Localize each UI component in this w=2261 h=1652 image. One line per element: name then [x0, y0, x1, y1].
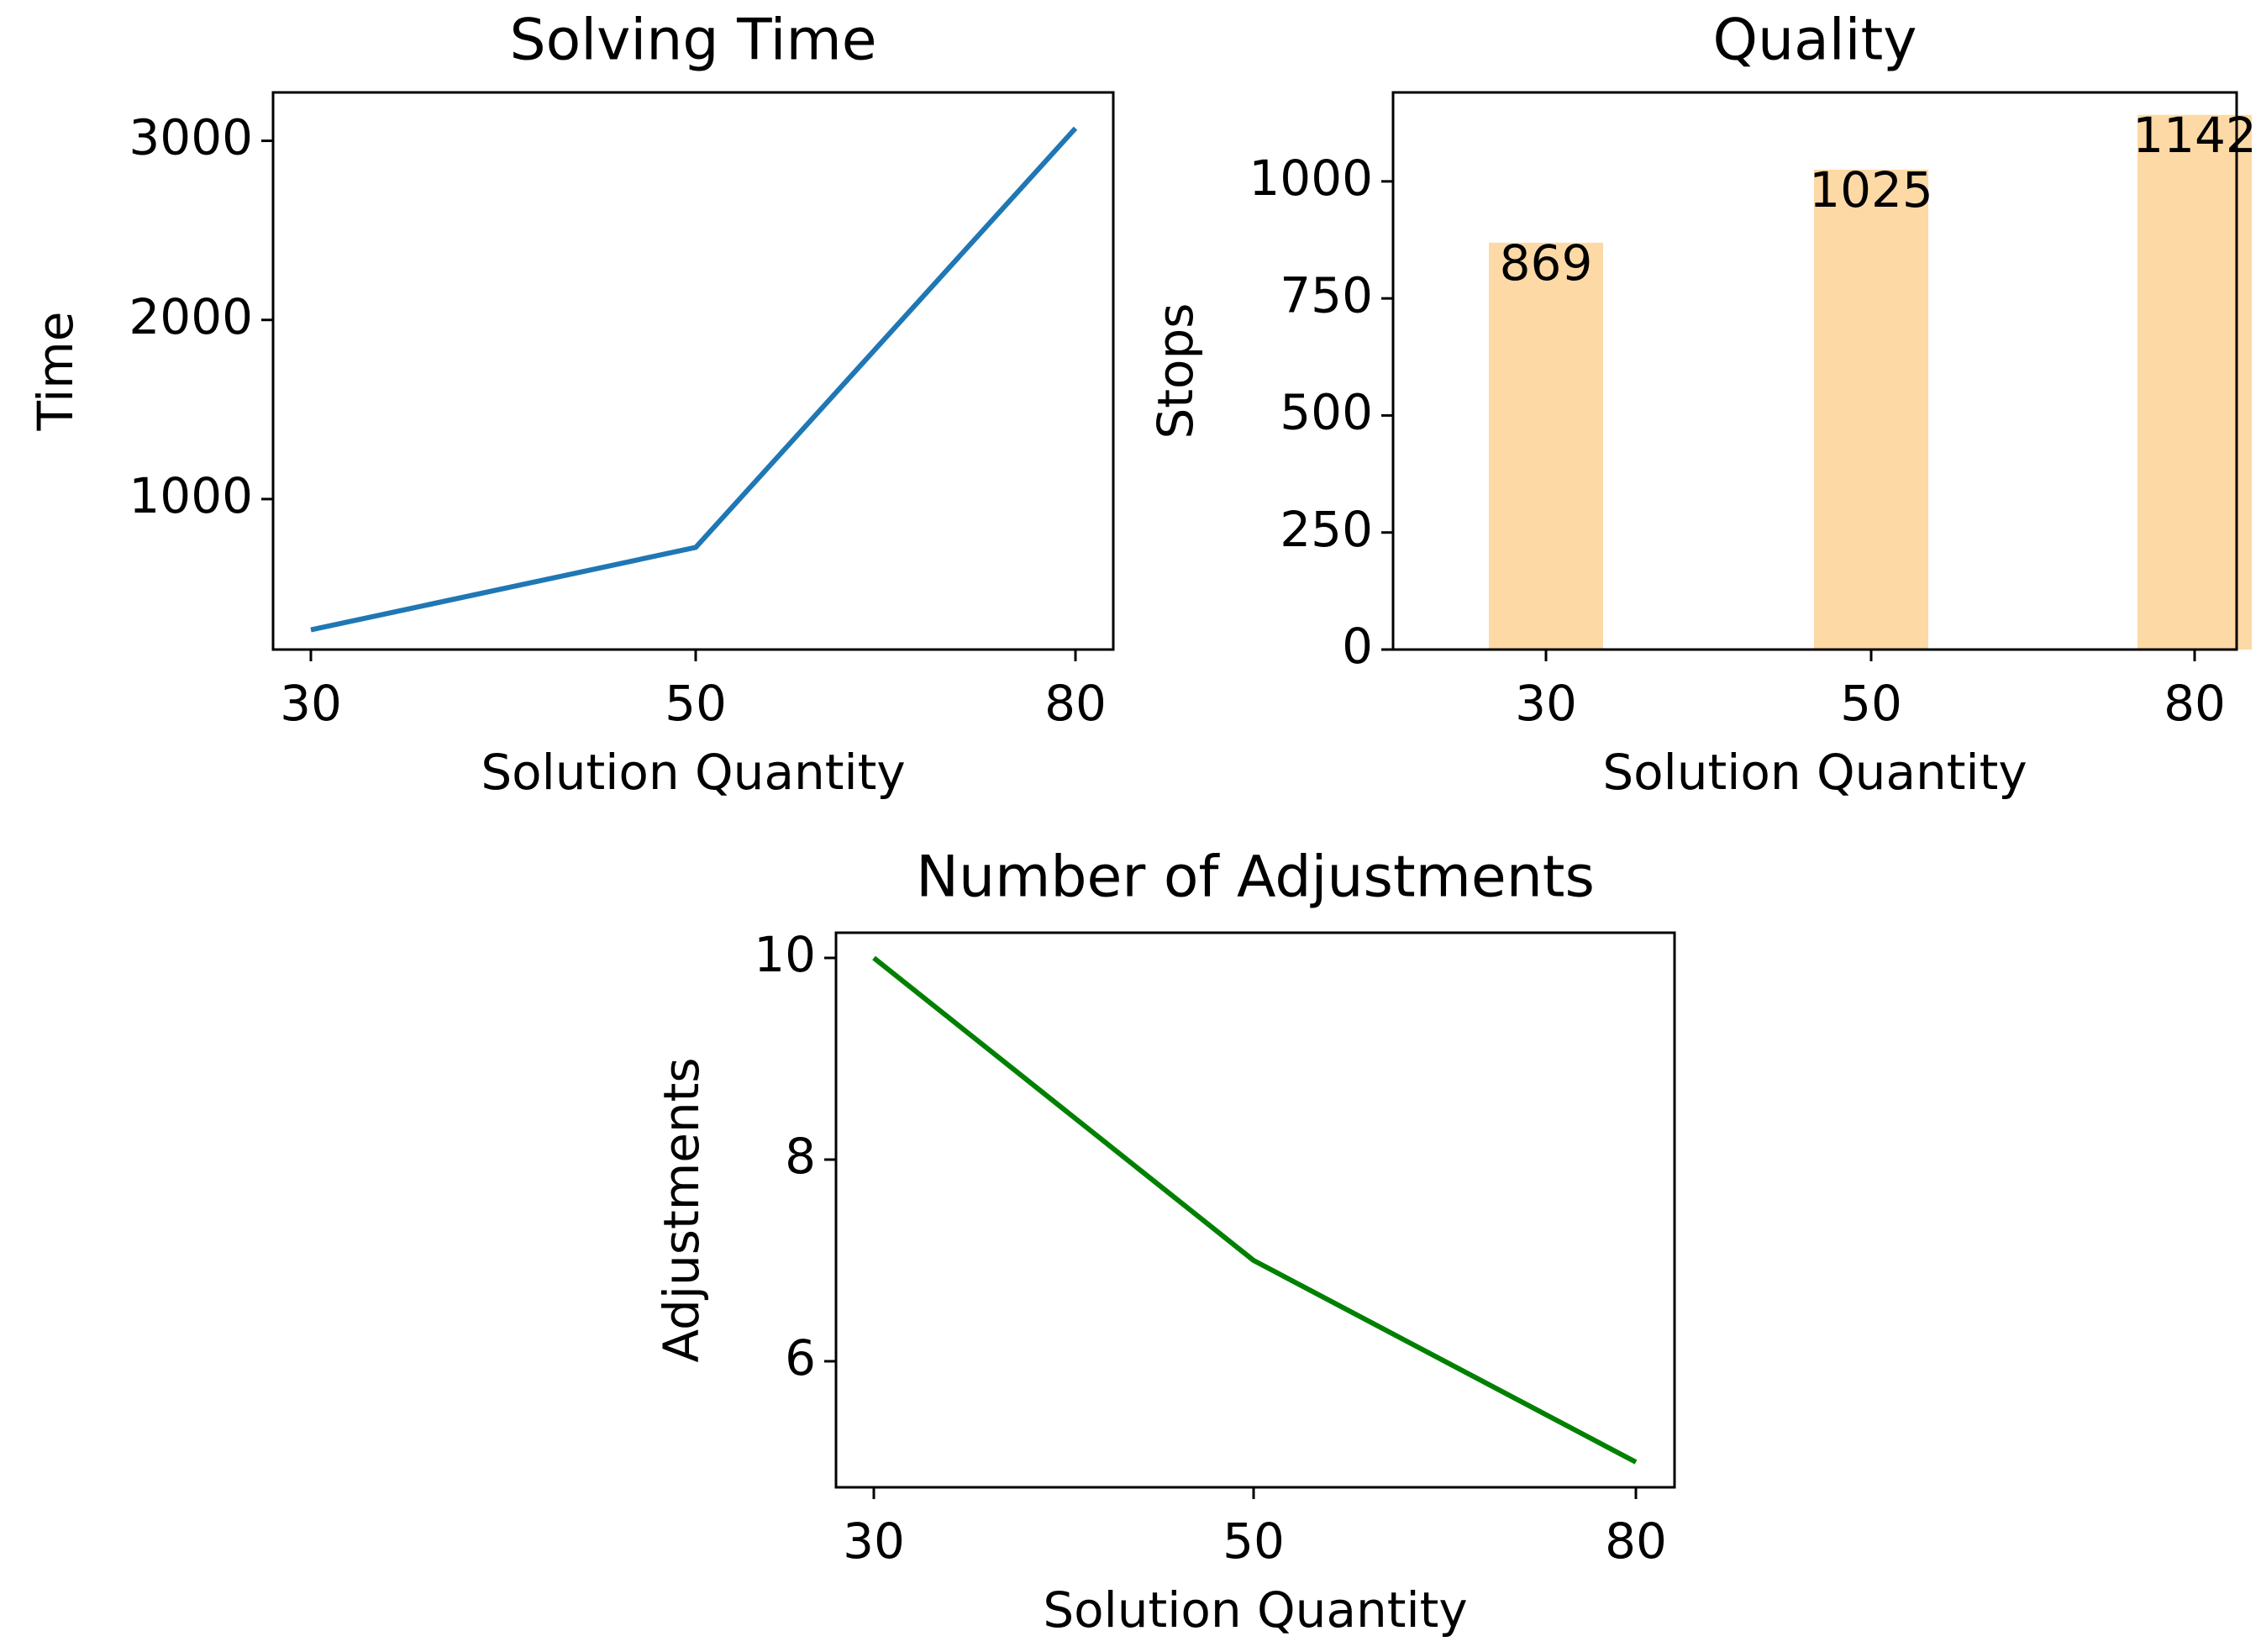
y-tick-label: 3000: [129, 109, 253, 166]
y-axis-label: Adjustments: [653, 1057, 710, 1362]
x-tick-label: 30: [280, 675, 342, 732]
plot-frame: [271, 91, 1115, 651]
y-tick-label: 2000: [129, 288, 253, 345]
chart-2: Quality 869 1025 1142 30 50 80 0 250 500 750 1000 So…: [1147, 8, 2257, 802]
bar-value-label: 1142: [2132, 107, 2257, 164]
x-tick-label: 30: [843, 1513, 905, 1570]
x-tick-label: 50: [1223, 1513, 1285, 1570]
x-tick-label: 80: [2164, 675, 2226, 732]
chart-1: Solving Time 30 50 80 1000 2000 3000 Solution Q…: [27, 8, 1115, 801]
y-tick-label: 6: [785, 1329, 816, 1386]
x-tick-label: 30: [1515, 675, 1577, 732]
y-tick-label: 8: [785, 1128, 816, 1185]
x-axis-label: Solution Quantity: [1602, 744, 2027, 801]
y-tick-label: 500: [1280, 384, 1373, 441]
y-tick-label: 1000: [1249, 150, 1373, 207]
y-tick-label: 250: [1280, 501, 1373, 558]
bar: [2137, 114, 2252, 650]
chart-title: Quality: [1713, 8, 1917, 74]
chart-3: Number of Adjustments 30 50 80 6 8 10 Solution …: [653, 844, 1676, 1639]
chart-title: Solving Time: [509, 8, 876, 74]
chart-title: Number of Adjustments: [916, 844, 1595, 911]
series-line: [872, 955, 1638, 1465]
plot-frame: [1391, 91, 2238, 651]
y-tick-label: 750: [1280, 266, 1373, 324]
x-axis-label: Solution Quantity: [481, 744, 905, 801]
y-tick-label: 1000: [129, 467, 253, 524]
plot-frame: [834, 931, 1676, 1489]
series-line: [310, 126, 1078, 633]
y-tick-label: 10: [754, 926, 816, 983]
x-tick-label: 50: [1840, 675, 1902, 732]
y-tick-label: 0: [1342, 618, 1373, 675]
bar: [1489, 242, 1603, 650]
bar: [1814, 169, 1928, 650]
x-tick-label: 80: [1044, 675, 1107, 732]
bar-value-label: 1025: [1809, 161, 1933, 218]
x-tick-label: 50: [665, 675, 727, 732]
x-tick-label: 80: [1605, 1513, 1667, 1570]
y-axis-label: Time: [27, 312, 84, 432]
y-axis-label: Stops: [1147, 303, 1204, 439]
bar-value-label: 869: [1500, 234, 1593, 292]
x-axis-label: Solution Quantity: [1043, 1581, 1467, 1639]
